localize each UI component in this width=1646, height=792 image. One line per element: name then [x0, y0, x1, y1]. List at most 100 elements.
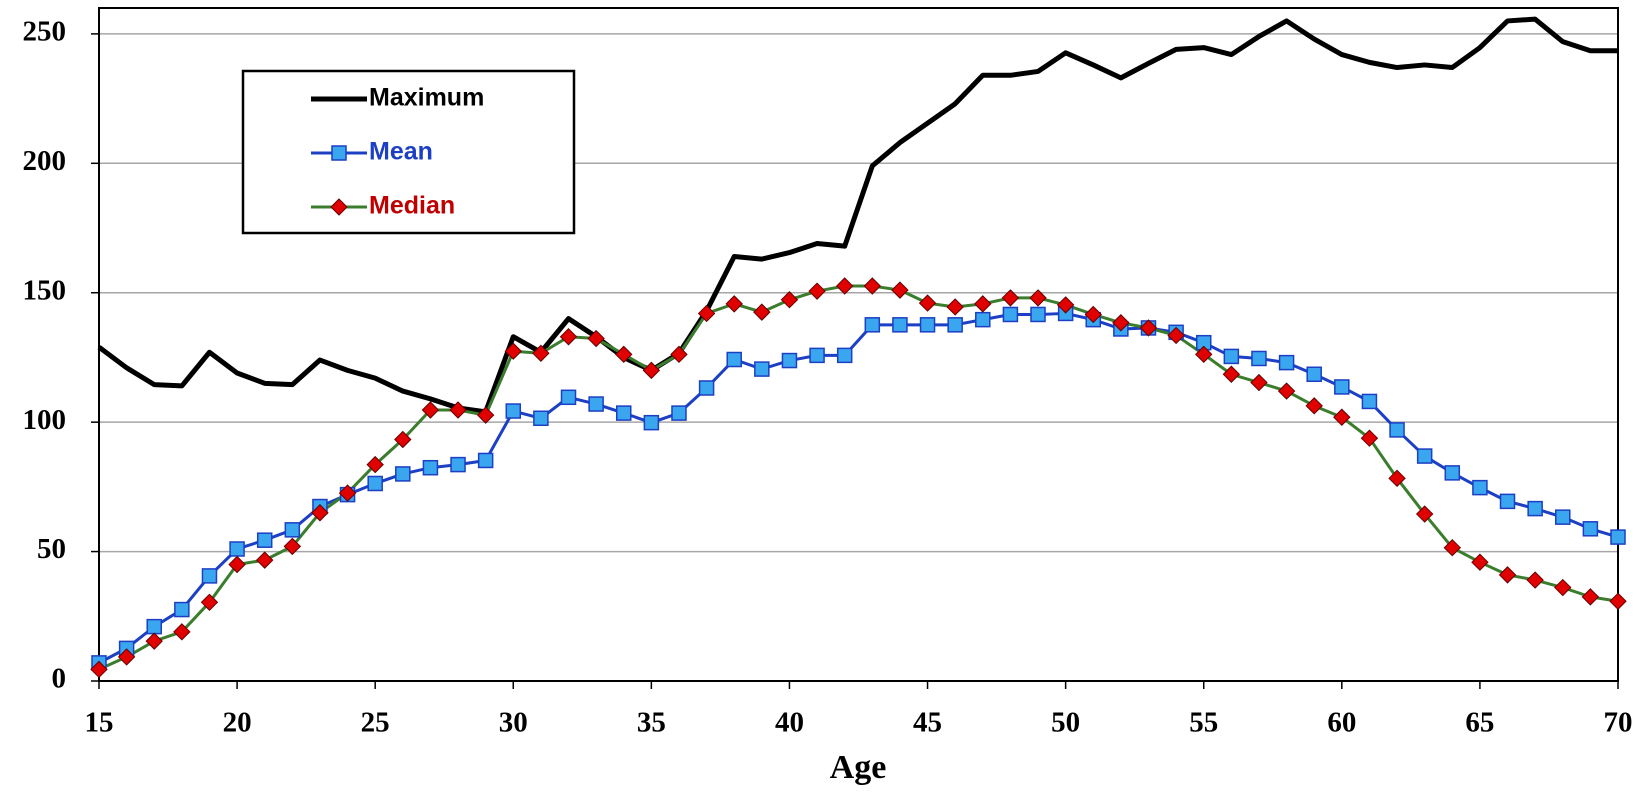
marker [1361, 393, 1378, 410]
marker [1555, 509, 1571, 525]
marker [1305, 397, 1323, 415]
marker [615, 345, 633, 364]
marker [1056, 296, 1075, 314]
marker [1554, 578, 1572, 597]
marker [974, 295, 992, 313]
marker [532, 344, 550, 363]
marker [1609, 592, 1627, 610]
x-tick-label: 30 [499, 707, 528, 739]
legend-box [241, 69, 576, 235]
marker [173, 623, 191, 641]
marker [919, 317, 936, 333]
marker [395, 466, 411, 482]
marker [864, 317, 881, 333]
marker [836, 347, 853, 364]
marker [1278, 354, 1295, 371]
marker [1581, 588, 1600, 606]
marker [725, 295, 743, 313]
marker [1527, 500, 1543, 517]
marker [1195, 345, 1213, 364]
marker [476, 406, 495, 424]
legend-label: Maximum [369, 84, 484, 112]
marker [477, 452, 494, 469]
marker [1139, 319, 1158, 337]
marker [698, 380, 715, 396]
marker [338, 484, 357, 502]
marker [450, 456, 466, 473]
marker [421, 401, 440, 419]
marker [670, 345, 688, 364]
marker [726, 351, 742, 368]
marker [1030, 306, 1046, 323]
marker [892, 317, 908, 333]
marker [809, 347, 825, 364]
marker [559, 328, 578, 346]
x-tick-label: 15 [85, 707, 114, 739]
marker [753, 303, 771, 321]
marker [505, 403, 522, 419]
marker [1250, 373, 1268, 392]
marker [918, 294, 937, 312]
marker [642, 361, 661, 380]
legend-marker [331, 145, 347, 161]
marker [90, 660, 108, 679]
marker [947, 317, 963, 333]
marker [1499, 493, 1516, 510]
marker [643, 414, 660, 431]
marker [1223, 348, 1240, 365]
marker [1029, 289, 1047, 307]
marker [1222, 365, 1241, 383]
marker [1389, 422, 1405, 438]
y-tick-label: 100 [23, 404, 67, 436]
marker [697, 304, 716, 323]
x-tick-label: 35 [637, 707, 666, 739]
marker [780, 291, 799, 309]
x-tick-label: 60 [1327, 707, 1356, 739]
plot-frame [98, 7, 1619, 682]
marker [1112, 314, 1130, 332]
marker [615, 405, 632, 421]
marker [256, 532, 273, 548]
marker [863, 277, 882, 295]
legend-marker [330, 198, 348, 216]
marker [588, 396, 604, 412]
marker [449, 401, 467, 419]
marker [146, 618, 162, 635]
marker [587, 329, 605, 348]
marker [1388, 469, 1406, 488]
marker [560, 389, 577, 406]
marker [1001, 289, 1020, 307]
marker [1526, 571, 1544, 589]
marker [781, 352, 798, 369]
marker [1277, 382, 1296, 400]
marker [1582, 521, 1599, 537]
x-tick-label: 40 [775, 707, 804, 739]
marker [1306, 366, 1322, 383]
marker [1251, 350, 1267, 367]
x-tick-label: 65 [1465, 707, 1494, 739]
x-tick-label: 25 [361, 707, 390, 739]
marker [504, 342, 522, 360]
marker [1471, 553, 1489, 571]
marker [1334, 379, 1350, 395]
legend-label: Median [369, 192, 455, 220]
marker [145, 632, 163, 650]
marker [946, 298, 964, 316]
marker [1416, 448, 1433, 464]
marker [366, 455, 384, 474]
y-tick-label: 250 [23, 16, 67, 48]
marker [835, 277, 854, 295]
marker [1360, 429, 1379, 447]
marker [1415, 505, 1434, 523]
marker [229, 541, 245, 557]
y-tick-label: 50 [37, 533, 66, 565]
marker [1443, 538, 1461, 557]
marker [284, 522, 301, 538]
marker [174, 601, 190, 618]
y-tick-label: 0 [52, 663, 67, 695]
x-tick-label: 45 [913, 707, 942, 739]
marker [1610, 529, 1626, 545]
marker [201, 568, 218, 584]
marker [891, 281, 909, 299]
